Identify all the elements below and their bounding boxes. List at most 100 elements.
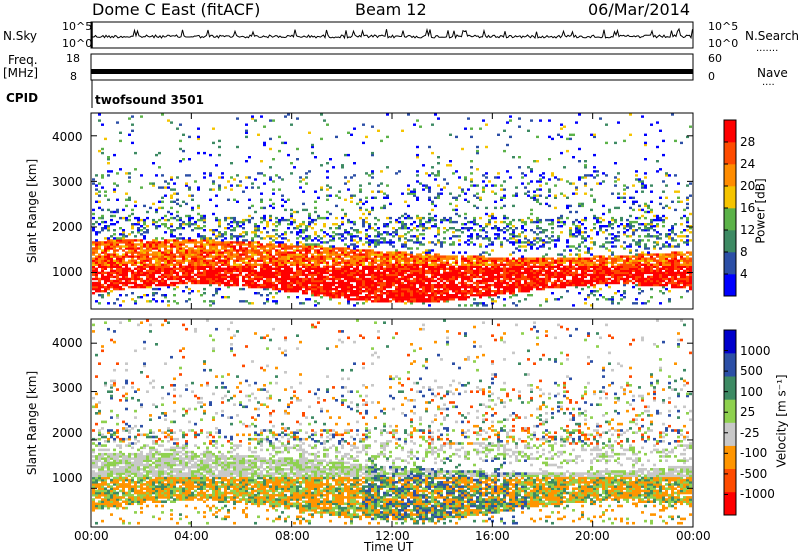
power-cell — [161, 281, 164, 285]
power-cell — [377, 283, 380, 287]
power-cell — [536, 241, 539, 244]
power-cell — [212, 141, 215, 145]
power-cell — [425, 279, 428, 283]
power-cell — [212, 271, 215, 275]
power-cell — [575, 229, 578, 232]
power-cell — [551, 271, 554, 275]
power-cell — [248, 275, 251, 279]
power-cell — [122, 275, 125, 279]
power-cell — [560, 225, 563, 228]
power-cell — [155, 208, 158, 212]
power-cell — [335, 263, 338, 266]
power-cell — [572, 261, 575, 264]
power-cell — [341, 223, 344, 226]
power-cell — [176, 277, 179, 281]
power-cell — [167, 269, 170, 273]
power-cell — [134, 281, 137, 285]
power-cell — [491, 227, 494, 230]
power-cell — [518, 249, 521, 252]
power-cell — [179, 160, 182, 163]
power-cell — [101, 216, 104, 220]
power-cell — [398, 255, 401, 258]
power-cell — [521, 241, 524, 244]
power-cell — [284, 283, 287, 287]
power-cell — [215, 261, 218, 264]
power-cell — [257, 283, 260, 287]
power-cell — [305, 225, 308, 228]
power-cell — [296, 249, 299, 252]
power-cell — [470, 255, 473, 258]
power-cell — [491, 275, 494, 279]
power-cell — [272, 283, 275, 287]
power-cell — [389, 220, 392, 224]
power-cell — [434, 273, 437, 277]
power-cell — [191, 241, 194, 244]
power-cell — [440, 290, 443, 293]
power-cell — [284, 233, 287, 236]
power-cell — [437, 267, 440, 270]
power-cell — [473, 194, 476, 197]
power-cell — [290, 261, 293, 264]
power-cell — [458, 281, 461, 285]
power-cell — [113, 239, 116, 242]
power-cell — [125, 294, 128, 297]
power-cell — [251, 216, 254, 220]
power-cell — [275, 237, 278, 240]
power-cell — [119, 255, 122, 258]
power-cell — [410, 229, 413, 232]
power-cell — [440, 292, 443, 295]
power-cell — [527, 239, 530, 242]
power-cell — [578, 176, 581, 179]
power-cell — [272, 271, 275, 275]
power-cell — [155, 257, 158, 260]
power-cell — [452, 251, 455, 254]
power-cell — [215, 275, 218, 279]
power-cell — [554, 245, 557, 248]
power-cell — [272, 158, 275, 161]
power-cell — [260, 269, 263, 273]
power-cell — [284, 208, 287, 212]
power-cell — [443, 231, 446, 234]
power-cell — [218, 186, 221, 189]
power-cell — [368, 265, 371, 268]
power-cell — [215, 277, 218, 281]
power-cell — [287, 198, 290, 201]
power-cell — [236, 237, 239, 240]
power-cell — [107, 259, 110, 262]
power-cell — [185, 265, 188, 268]
power-cell — [362, 302, 365, 305]
power-cell — [584, 259, 587, 262]
power-cell — [536, 200, 539, 203]
power-cell — [209, 271, 212, 275]
power-cell — [101, 285, 104, 289]
power-cell — [584, 273, 587, 277]
power-cell — [425, 251, 428, 254]
power-cell — [326, 184, 329, 187]
power-cell — [332, 245, 335, 248]
power-cell — [320, 137, 323, 141]
power-cell — [512, 194, 515, 197]
power-cell — [317, 214, 320, 218]
power-cell — [452, 298, 455, 301]
power-cell — [107, 247, 110, 250]
power-cell — [593, 290, 596, 293]
power-cell — [605, 174, 608, 177]
power-cell — [350, 283, 353, 287]
power-cell — [554, 283, 557, 287]
power-cell — [188, 277, 191, 281]
power-cell — [260, 275, 263, 279]
power-cell — [347, 267, 350, 270]
power-cell — [257, 225, 260, 228]
power-cell — [245, 279, 248, 283]
power-cell — [389, 300, 392, 303]
power-cell — [167, 259, 170, 262]
power-cell — [185, 277, 188, 281]
power-cell — [113, 245, 116, 248]
power-cell — [95, 255, 98, 258]
power-cell — [119, 294, 122, 297]
power-cell — [485, 283, 488, 287]
power-cell — [299, 231, 302, 234]
power-cell — [266, 298, 269, 301]
power-cell — [239, 225, 242, 228]
power-cell — [299, 271, 302, 275]
